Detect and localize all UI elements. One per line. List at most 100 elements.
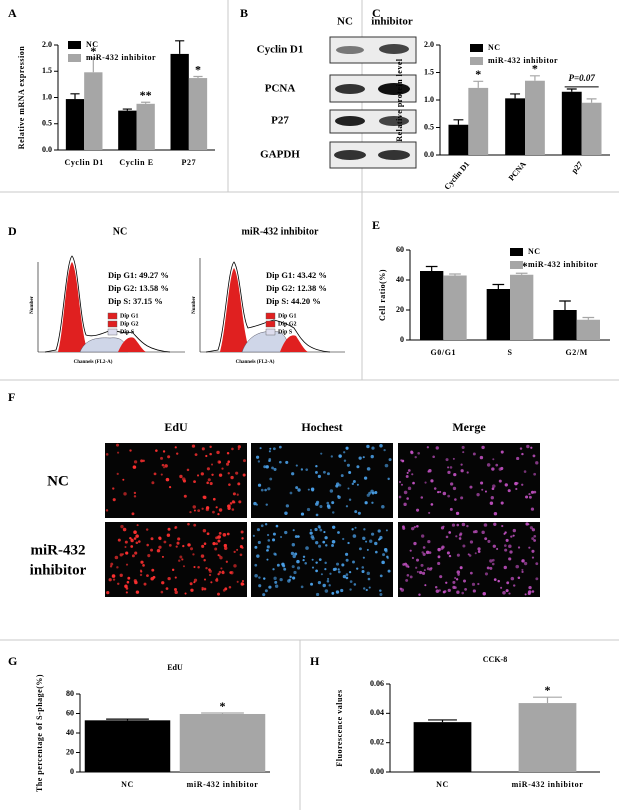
cell-dot [504,531,507,534]
cell-dot [217,592,220,596]
cell-dot [151,481,155,485]
cell-dot [116,443,119,447]
cell-dot [362,536,366,541]
error-bar [559,300,571,310]
cell-dot [324,589,329,593]
flow-legend-swatch [265,312,276,320]
cell-dot [366,571,370,576]
cell-dot [130,538,134,543]
cell-dot [517,546,521,549]
cell-dot [285,460,289,464]
cell-dot [259,447,262,450]
cell-dot [414,455,417,459]
cell-dot [164,464,168,468]
legend-swatch [470,44,483,52]
cell-dot [342,574,347,579]
cell-dot [186,468,190,472]
annotation: * [90,44,96,58]
cell-dot [331,501,335,505]
cell-dot [437,547,441,552]
cell-dot [361,566,365,569]
annotation: ** [140,88,152,102]
bar [468,87,489,155]
cell-dot [109,565,113,568]
cell-dot [215,506,218,509]
cell-dot [326,577,330,581]
cell-dot [464,587,467,591]
y-tick-label: 2.0 [42,40,52,49]
blot-band [379,44,409,54]
cell-dot [265,503,268,506]
cell-dot [455,511,460,516]
cell-dot [315,502,319,506]
cell-dot [253,501,257,506]
x-tick-label: G0/G1 [430,348,456,357]
cell-dot [121,553,125,556]
cell-dot [462,451,465,454]
cell-dot [335,484,339,488]
cell-dot [255,455,260,459]
flow-legend-label: Dip S [278,329,293,335]
cell-dot [435,446,439,450]
cell-dot [481,488,484,491]
flow-legend-swatch [265,320,276,328]
cell-dot [310,582,314,586]
cell-dot [287,579,291,583]
cell-dot [272,532,276,536]
microscopy-row-label: miR-432 [31,542,86,558]
cell-dot [446,551,450,555]
cell-dot [345,446,349,450]
cell-dot [296,559,300,564]
cell-dot [381,504,385,509]
cell-dot [143,582,147,586]
cell-dot [455,535,458,538]
cell-dot [512,528,516,533]
cell-dot [424,481,427,484]
bar [188,78,208,150]
cell-dot [264,523,268,526]
bar [518,703,577,772]
cell-dot [269,447,272,450]
bar [413,722,472,772]
cell-dot [225,560,228,563]
cell-dot [411,556,415,560]
cell-dot [351,528,354,531]
error-bar [492,283,505,289]
cell-dot [257,460,261,463]
cell-dot [177,537,181,541]
cell-dot [445,535,449,539]
cell-dot [440,526,445,530]
cell-dot [454,577,457,580]
western-blot [329,36,417,169]
cell-dot [193,480,196,484]
cell-dot [111,574,116,578]
cell-dot [119,573,123,577]
cell-dot [139,573,143,577]
cell-dot [324,568,327,571]
cell-dot [317,474,321,478]
cell-dot [227,472,230,475]
cell-dot [117,538,121,542]
cell-dot [284,511,288,515]
cell-dot [262,593,266,597]
cell-dot [138,540,141,543]
cell-dot [202,495,206,499]
panel-label: F [8,390,15,404]
cell-dot [200,472,204,476]
cell-dot [402,563,406,566]
cell-dot [297,535,300,538]
cell-dot [504,544,507,547]
cell-dot [316,592,320,597]
cell-dot [505,589,509,593]
cell-dot [326,472,330,476]
annotation: * [220,699,226,713]
bar [576,319,600,340]
cell-dot [489,566,493,570]
cell-dot [132,465,137,469]
cell-dot [150,537,154,541]
cell-dot [201,507,204,510]
cell-dot [349,580,353,583]
cell-dot [433,487,437,490]
cell-dot [353,583,357,586]
cell-dot [214,547,218,551]
